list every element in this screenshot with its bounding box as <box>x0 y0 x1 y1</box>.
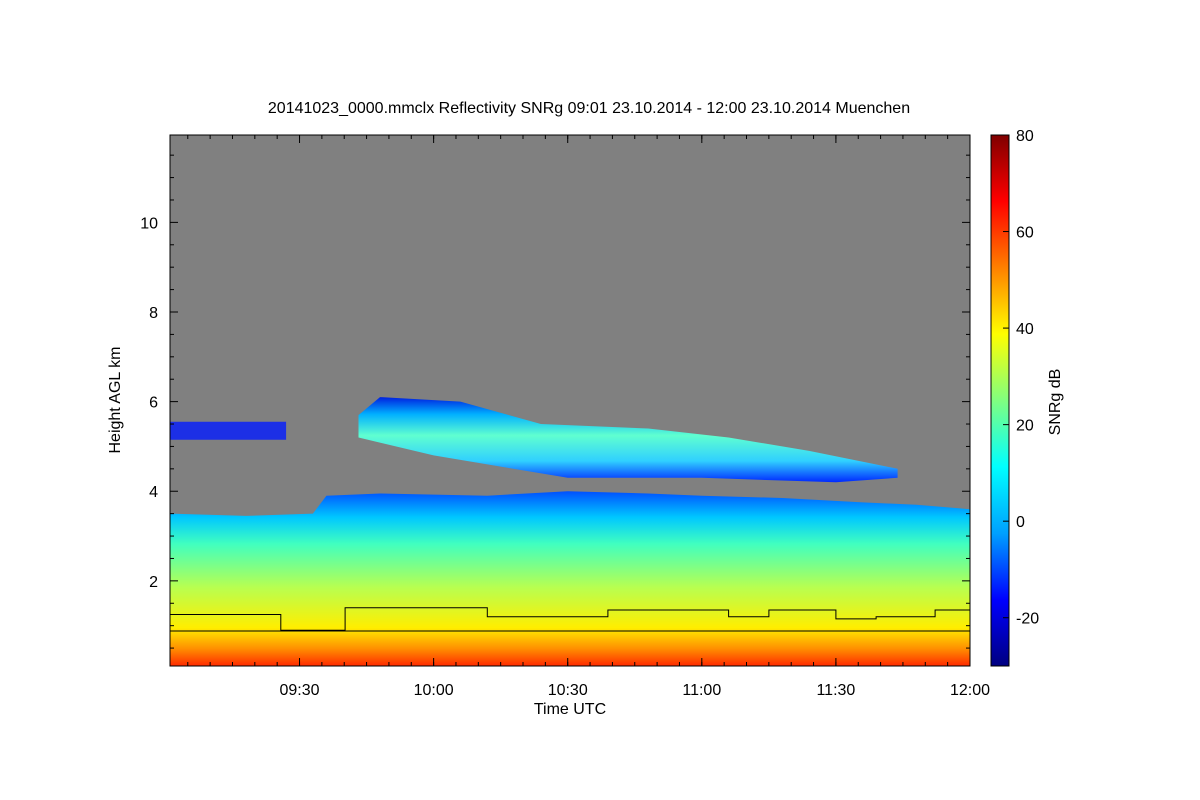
y-axis-label: Height AGL km <box>107 346 124 453</box>
x-axis-label: Time UTC <box>534 701 606 718</box>
x-axis: 09:30 10:00 10:30 11:00 11:30 12:00 <box>187 135 990 699</box>
cloud-layer-thin-layer-left <box>170 421 287 440</box>
y-tick-label: 10 <box>140 215 158 232</box>
colorbar-ticks: -20 0 20 40 60 80 <box>1003 128 1039 628</box>
colorbar-tick-label: 60 <box>1016 225 1034 242</box>
colorbar-gradient <box>990 134 1010 667</box>
cloud-layers <box>170 397 970 666</box>
colorbar-tick-label: 0 <box>1016 514 1025 531</box>
line-upper-boundary <box>170 607 970 631</box>
colorbar-tick-label: 40 <box>1016 321 1034 338</box>
chart-title: 20141023_0000.mmclx Reflectivity SNRg 09… <box>268 100 910 117</box>
y-axis: 2 4 6 8 10 <box>140 154 970 649</box>
colorbar-tick-label: -20 <box>1016 611 1039 628</box>
y-tick-label: 6 <box>149 395 158 412</box>
cloud-layer-low-stratiform <box>170 491 970 666</box>
x-tick-label: 10:00 <box>414 682 454 699</box>
colorbar-label: SNRg dB <box>1047 369 1064 436</box>
x-tick-label: 12:00 <box>950 682 990 699</box>
cloud-layer-upper-cirrus <box>358 397 898 483</box>
plot-area <box>170 135 970 666</box>
x-tick-label: 09:30 <box>280 682 320 699</box>
plot-frame <box>169 134 971 667</box>
y-tick-label: 2 <box>149 574 158 591</box>
x-tick-label: 10:30 <box>548 682 588 699</box>
x-tick-label: 11:30 <box>816 682 855 699</box>
colorbar-tick-label: 80 <box>1016 128 1034 145</box>
colorbar-tick-label: 20 <box>1016 418 1034 435</box>
y-tick-label: 4 <box>149 484 158 501</box>
x-tick-label: 11:00 <box>682 682 721 699</box>
y-tick-label: 8 <box>149 305 158 322</box>
boundary-lines <box>170 607 970 632</box>
colorbar: -20 0 20 40 60 80 SNRg dB <box>990 128 1064 667</box>
